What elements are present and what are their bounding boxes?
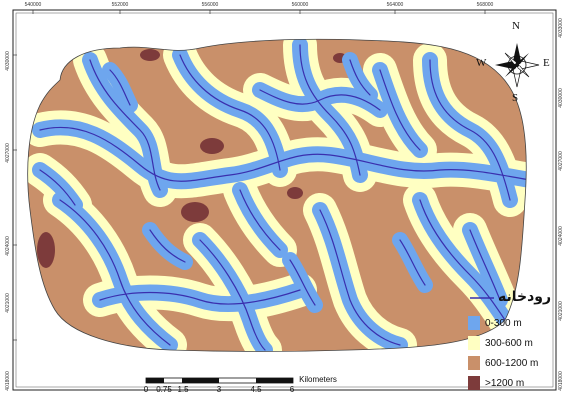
right-tick: 4033000 xyxy=(558,13,564,43)
right-tick: 4021000 xyxy=(558,296,564,326)
scale-tick: 1.5 xyxy=(177,385,188,394)
legend-item: 300-600 m xyxy=(468,336,533,350)
scale-unit: Kilometers xyxy=(299,375,337,384)
left-tick: 4024000 xyxy=(5,231,11,261)
left-tick: 4018000 xyxy=(5,366,11,396)
compass-e: E xyxy=(543,57,550,69)
legend-label: 600-1200 m xyxy=(485,358,538,369)
legend-swatch xyxy=(468,316,480,330)
legend-swatch xyxy=(468,376,480,390)
legend-label: 300-600 m xyxy=(485,338,533,349)
legend-item: 600-1200 m xyxy=(468,356,538,370)
legend-swatch xyxy=(468,356,480,370)
scale-tick: 0.75 xyxy=(156,385,172,394)
top-tick: 560000 xyxy=(292,2,309,8)
top-tick: 564000 xyxy=(387,2,404,8)
right-tick: 4024000 xyxy=(558,221,564,251)
scale-tick: 0 xyxy=(144,385,148,394)
legend-swatch xyxy=(468,336,480,350)
right-tick: 4030000 xyxy=(558,83,564,113)
compass-w: W xyxy=(476,57,486,69)
legend-item: >1200 m xyxy=(468,376,524,390)
left-tick: 4030000 xyxy=(5,46,11,76)
compass-n: N xyxy=(512,20,520,32)
legend-river: رودخانه xyxy=(498,290,551,304)
legend-label: 0-300 m xyxy=(485,318,522,329)
left-tick: 4021000 xyxy=(5,288,11,318)
legend-item: 0-300 m xyxy=(468,316,522,330)
scale-tick: 3 xyxy=(217,385,221,394)
scale-bar xyxy=(146,378,293,383)
top-tick: 552000 xyxy=(112,2,129,8)
left-tick: 4027000 xyxy=(5,138,11,168)
legend-label: >1200 m xyxy=(485,378,524,389)
right-tick: 4018000 xyxy=(558,366,564,396)
top-tick: 556000 xyxy=(202,2,219,8)
scale-tick: 6 xyxy=(290,385,294,394)
scale-tick: 4.5 xyxy=(250,385,261,394)
right-tick: 4027000 xyxy=(558,146,564,176)
top-tick: 568000 xyxy=(477,2,494,8)
top-tick: 540000 xyxy=(25,2,42,8)
legend-river-label: رودخانه xyxy=(498,289,551,305)
compass-s: S xyxy=(512,92,518,104)
